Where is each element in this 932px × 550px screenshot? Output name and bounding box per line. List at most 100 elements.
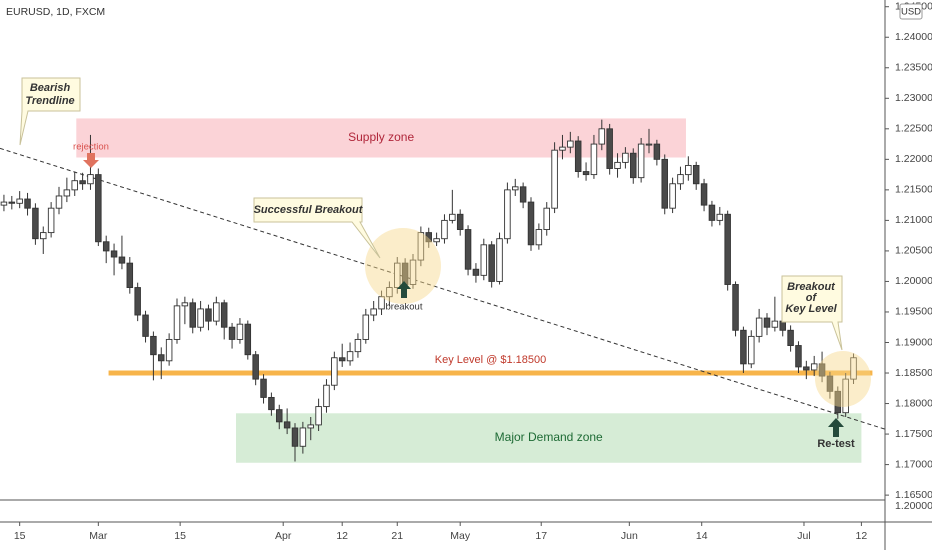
- candle-body: [669, 183, 676, 209]
- y-tick-label: 1.24000: [895, 31, 932, 43]
- candle-body: [504, 189, 511, 240]
- candle-body: [614, 161, 621, 169]
- candle-body: [346, 351, 354, 362]
- candle-body: [16, 198, 23, 204]
- candle-body: [32, 207, 39, 240]
- note-text: Successful Breakout: [254, 204, 364, 216]
- candle-body: [354, 338, 362, 353]
- candle-body: [763, 317, 771, 328]
- arrow: [397, 281, 411, 298]
- candle-body: [283, 421, 291, 429]
- candle-body: [165, 338, 173, 362]
- candle-body: [661, 158, 668, 209]
- y-tick-label: 1.18500: [895, 367, 932, 379]
- candle-body: [417, 232, 425, 261]
- candle-body: [834, 390, 842, 414]
- candle-body: [228, 326, 236, 340]
- x-tick-label: 15: [14, 530, 26, 542]
- candle-body: [559, 146, 566, 151]
- candle-body: [378, 296, 385, 310]
- arrow: [83, 153, 99, 168]
- x-tick-label: Jul: [797, 530, 810, 542]
- trendline: [0, 147, 885, 430]
- candle-body: [543, 207, 550, 230]
- y-tick-label: 1.22500: [895, 123, 932, 135]
- candle-body: [464, 229, 472, 270]
- candle-body: [716, 213, 724, 221]
- x-tick-label: 15: [174, 530, 186, 542]
- candle-body: [95, 174, 102, 243]
- candle-body: [24, 198, 31, 209]
- x-tick-label: 12: [856, 530, 868, 542]
- candle-body: [189, 302, 196, 328]
- callout: Bearish Trendline: [19, 77, 81, 146]
- candle-body: [842, 378, 849, 414]
- candle-body: [480, 244, 488, 276]
- y-tick-label: 1.21500: [895, 184, 932, 196]
- y-tick-label: 1.19000: [895, 336, 932, 348]
- candle-body: [724, 213, 731, 285]
- candle-body: [630, 152, 637, 179]
- note-text: Re-test: [817, 438, 855, 450]
- zones: Supply zone Major Demand zone Key Level @ …: [0, 118, 885, 463]
- candle-body: [472, 268, 480, 276]
- y-tick-label: 1.22000: [895, 153, 932, 165]
- candle-body: [732, 284, 739, 331]
- candle-body: [252, 354, 259, 380]
- candle-body: [488, 244, 495, 282]
- candle-body: [47, 207, 55, 234]
- candle-body: [803, 366, 810, 371]
- zone-label: Major Demand zone: [495, 430, 603, 444]
- candle-body: [126, 262, 134, 288]
- candle-body: [87, 174, 94, 185]
- x-tick-label: 21: [391, 530, 403, 542]
- candle-body: [8, 201, 16, 204]
- y-tick-label: 1.17500: [895, 428, 932, 440]
- candle-body: [323, 384, 330, 408]
- candle-body: [708, 204, 716, 221]
- candle-body: [677, 174, 684, 185]
- candle-body: [425, 232, 432, 243]
- note-text: rejection: [73, 142, 109, 153]
- x-tick-label: 12: [336, 530, 348, 542]
- candle-body: [268, 396, 275, 411]
- y-tick-label: 1.21000: [895, 214, 932, 226]
- y-tick-label: 1.18000: [895, 397, 932, 409]
- candle-body: [826, 375, 834, 392]
- candle-body: [653, 143, 661, 160]
- price-label: 1.20000: [895, 500, 932, 512]
- y-tick-label: 1.19500: [895, 306, 932, 318]
- candle-body: [598, 128, 606, 145]
- callout: Breakout of Key Level: [781, 275, 843, 351]
- candle-body: [535, 229, 543, 246]
- callout: Successful Breakout: [253, 197, 381, 259]
- candle-body: [456, 213, 464, 230]
- candle-body: [449, 213, 456, 221]
- candle-body: [260, 378, 267, 398]
- candle-body: [606, 128, 613, 169]
- candle-body: [299, 427, 307, 447]
- candle-body: [637, 143, 645, 179]
- candle-body: [567, 140, 574, 148]
- key-level-label: Key Level @ $1.18500: [435, 354, 546, 366]
- arrow: [828, 418, 844, 437]
- candle-body: [795, 345, 802, 368]
- candle-body: [740, 329, 747, 365]
- note-text: of: [806, 292, 818, 304]
- supply-zone: [76, 118, 686, 158]
- candle-body: [748, 335, 755, 365]
- candle-body: [181, 302, 189, 307]
- candle-body: [818, 363, 826, 377]
- candle-body: [394, 262, 401, 288]
- candle-body: [79, 180, 86, 185]
- note-text: Key Level: [785, 303, 837, 315]
- candle-body: [173, 305, 181, 340]
- x-tick-label: 14: [696, 530, 708, 542]
- candle-body: [551, 149, 558, 209]
- candle-body: [134, 287, 141, 316]
- candle-body: [409, 259, 417, 285]
- candle-body: [158, 354, 165, 362]
- candle-body: [433, 238, 440, 243]
- candle-body: [236, 323, 244, 340]
